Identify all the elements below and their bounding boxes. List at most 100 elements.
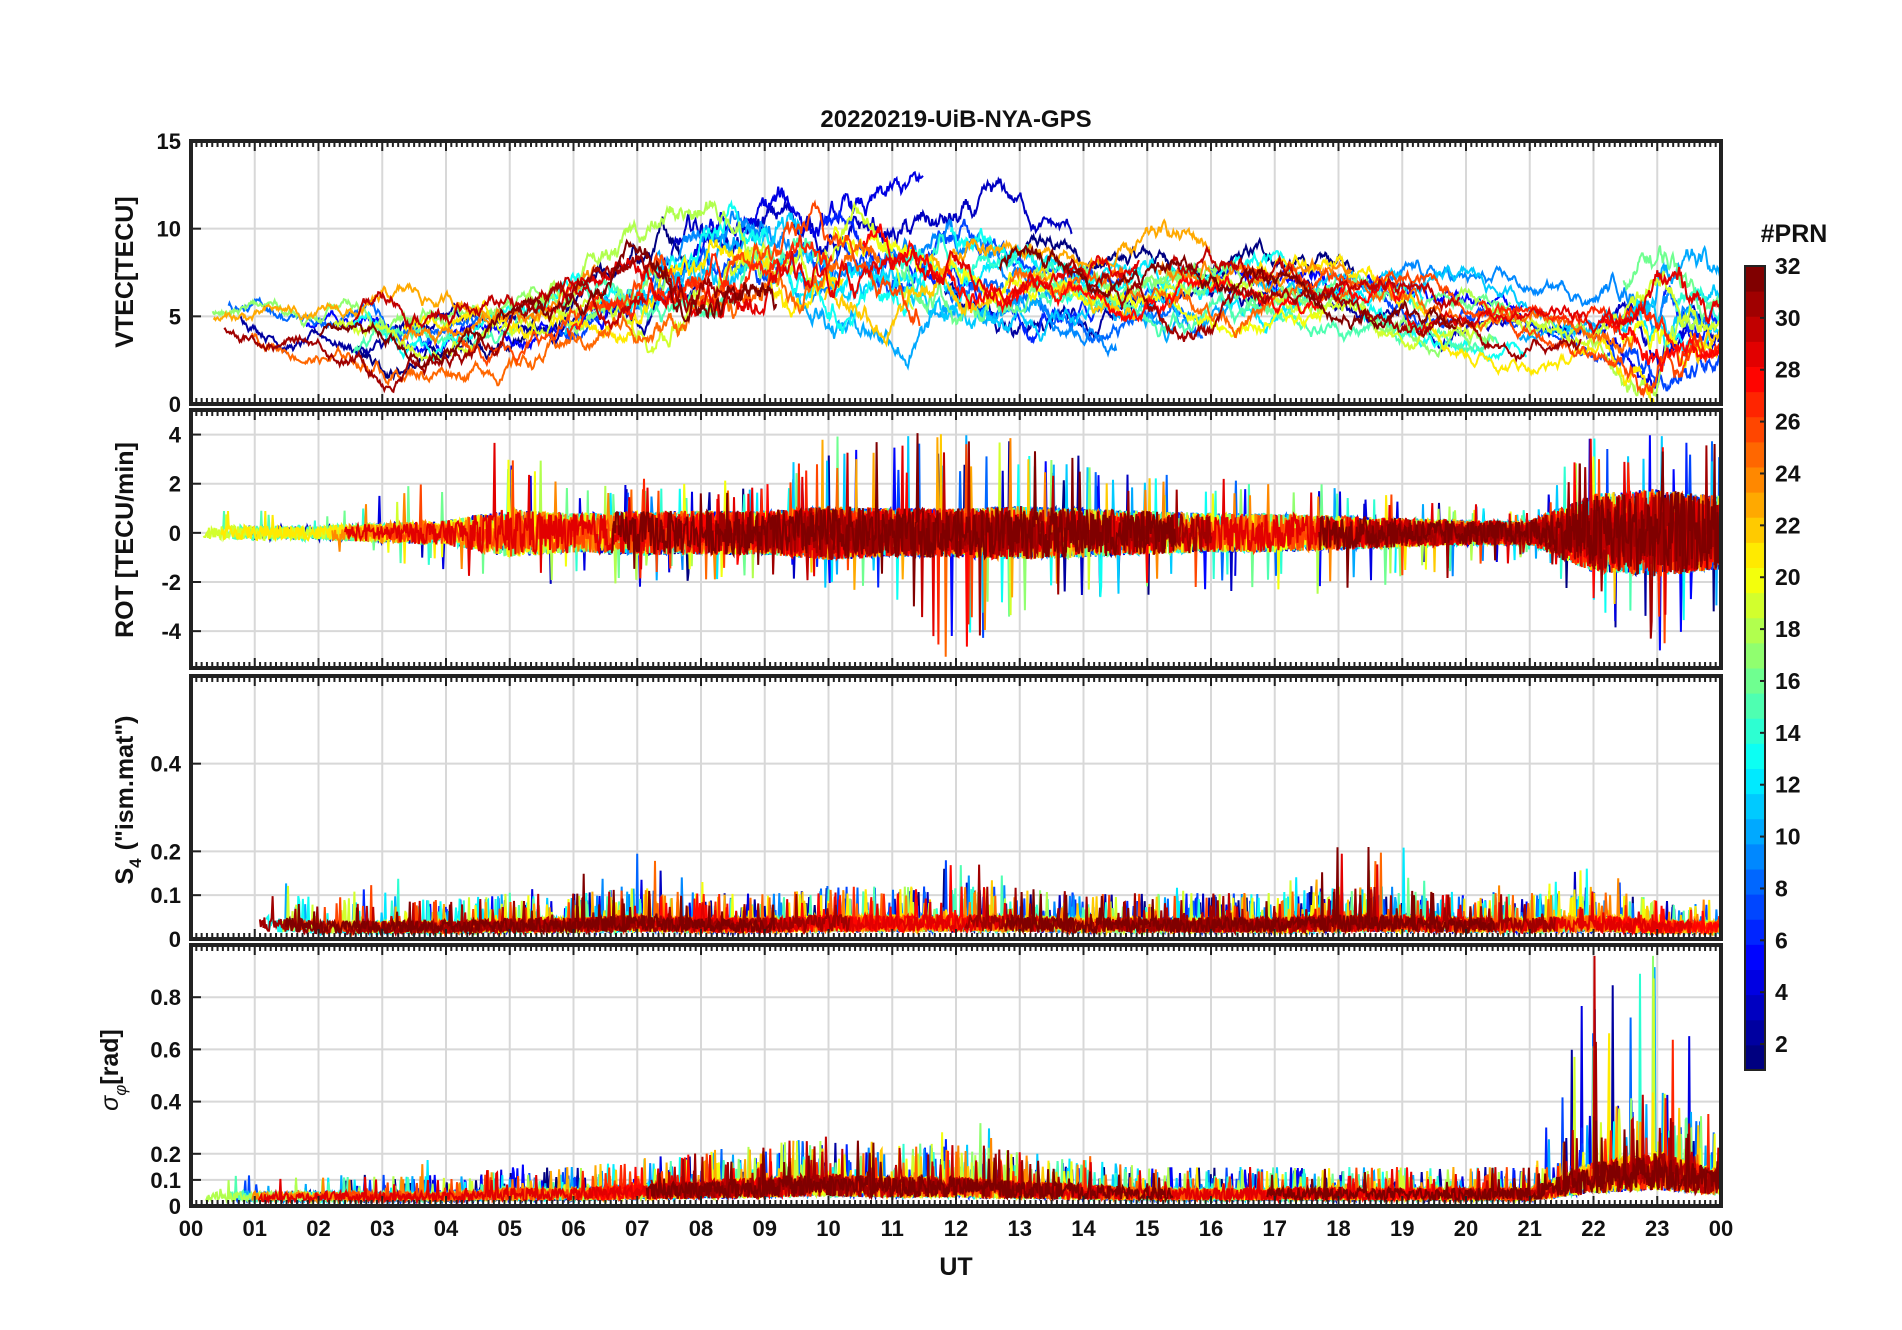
- colorbar-swatch: [1745, 316, 1765, 342]
- prn-32-series-line: [319, 238, 778, 369]
- rot-ylabel: ROT [TECU/min]: [111, 442, 139, 638]
- colorbar-swatch: [1745, 919, 1765, 945]
- vtec-x-ticks: [190, 141, 1722, 404]
- colorbar-tick-label: 20: [1775, 564, 1801, 590]
- x-tick-label: 01: [243, 1216, 267, 1241]
- colorbar-swatch: [1745, 668, 1765, 694]
- colorbar-tick-label: 14: [1775, 720, 1801, 746]
- colorbar-frame: [1744, 265, 1766, 1071]
- colorbar-swatch: [1745, 441, 1765, 468]
- prn-4-series-line: [682, 170, 924, 275]
- s4-axis-label: S4 ("ism.mat"): [111, 716, 145, 885]
- prn-28-series-line: [1601, 316, 1721, 372]
- prn-29-series-line: [546, 246, 1140, 319]
- y-tick-label: 0.1: [150, 883, 181, 908]
- colorbar-swatch: [1745, 642, 1765, 669]
- rot-x-ticks: [190, 410, 1722, 668]
- colorbar-swatch: [1745, 492, 1765, 518]
- x-tick-label: 07: [625, 1216, 649, 1241]
- y-tick-label: 0: [169, 927, 181, 952]
- y-tick-label: 0.4: [150, 752, 181, 777]
- s4-y-tick-labels: 0 0.1 0.2 0.4: [150, 752, 201, 952]
- sigma-phi-ylabel: σφ[rad]: [96, 1029, 130, 1111]
- prn-27-series-line: [1478, 299, 1721, 367]
- prn-32-series-line: [610, 433, 1177, 607]
- s4-ylabel: S4 ("ism.mat"): [111, 716, 145, 885]
- x-tick-label: 05: [498, 1216, 522, 1241]
- x-tick-label: 23: [1645, 1216, 1669, 1241]
- prn-32-series-line: [645, 1140, 1174, 1204]
- colorbar-swatch: [1745, 869, 1765, 895]
- y-tick-label: 0.1: [150, 1168, 181, 1193]
- y-tick-label: 0.4: [150, 1090, 181, 1115]
- figure-title: 20220219-UiB-NYA-GPS: [820, 106, 1091, 133]
- prn-28-series-line: [1593, 900, 1721, 937]
- x-tick-label: 14: [1071, 1216, 1096, 1241]
- sigma-phi-ylabel-rest: [rad]: [96, 1029, 124, 1085]
- x-tick-label: 18: [1326, 1216, 1350, 1241]
- s4-x-ticks: [190, 676, 1722, 939]
- prn-32-series-line: [1266, 1120, 1721, 1205]
- sigma-phi-x-ticks: [190, 945, 1722, 1206]
- x-tick-label: 21: [1518, 1216, 1542, 1241]
- colorbar-tick-label: 18: [1775, 616, 1801, 642]
- x-tick-label: 04: [434, 1216, 459, 1241]
- colorbar-swatch: [1745, 793, 1765, 820]
- colorbar-tick-label: 28: [1775, 357, 1801, 383]
- x-axis-label: UT: [939, 1253, 972, 1281]
- rot-y-tick-labels: -4 -2 0 2 4: [161, 423, 201, 644]
- y-tick-label: 0.8: [150, 985, 181, 1010]
- colorbar-swatch: [1745, 1019, 1765, 1046]
- colorbar-swatch: [1745, 592, 1765, 619]
- sigma-phi-series-group: [204, 955, 1721, 1206]
- prn-14-series-line: [884, 233, 1092, 283]
- y-tick-label: 0.2: [150, 1142, 181, 1167]
- colorbar-title: #PRN: [1761, 220, 1828, 248]
- prn-13-series-line: [349, 199, 928, 362]
- prn-28-series-line: [862, 223, 1406, 323]
- prn-17-series-line: [211, 262, 672, 336]
- colorbar-swatch: [1745, 818, 1765, 845]
- rot-panel: -4 -2 0 2 4: [161, 408, 1723, 670]
- y-tick-label: 0.2: [150, 839, 181, 864]
- colorbar-swatch: [1745, 969, 1765, 996]
- colorbar-tick-label: 24: [1775, 460, 1801, 486]
- vtec-panel: 0 5 10 15: [157, 129, 1723, 417]
- y-tick-label: 2: [169, 472, 181, 497]
- vtec-axis-label: VTEC[TECU]: [111, 196, 139, 347]
- colorbar-swatch: [1745, 467, 1765, 493]
- x-tick-label: 15: [1135, 1216, 1159, 1241]
- prn-24-series-line: [1157, 256, 1352, 294]
- s4-series-group: [258, 846, 1721, 938]
- s4-panel: 0 0.1 0.2 0.4: [150, 674, 1723, 952]
- x-tick-label: 13: [1008, 1216, 1032, 1241]
- prn-32-series-line: [1004, 846, 1496, 937]
- vtec-ylabel: VTEC[TECU]: [111, 196, 139, 347]
- x-tick-label: 16: [1199, 1216, 1223, 1241]
- sigma-phi-y-tick-labels: 00.10.2 0.4 0.6 0.8: [150, 985, 201, 1219]
- colorbar-tick-label: 30: [1775, 305, 1801, 331]
- vtec-y-tick-labels: 0 5 10 15: [157, 129, 201, 417]
- s4-ylabel-rest: ("ism.mat"): [111, 716, 139, 851]
- colorbar-swatch: [1745, 341, 1765, 367]
- colorbar-swatch: [1745, 1044, 1765, 1071]
- y-tick-label: -4: [161, 619, 181, 644]
- colorbar-swatch: [1745, 542, 1765, 568]
- colorbar-tick-label: 8: [1775, 875, 1788, 901]
- y-tick-label: 0.6: [150, 1037, 181, 1062]
- y-tick-label: 5: [169, 304, 181, 329]
- sigma-phi-panel: 00.10.2 0.4 0.6 0.8: [150, 943, 1723, 1219]
- colorbar-swatch: [1745, 768, 1765, 795]
- prn-11-series-line: [564, 212, 1180, 342]
- y-tick-label: 0: [169, 521, 181, 546]
- s4-ylabel-sub: 4: [126, 858, 145, 868]
- y-tick-label: 15: [157, 129, 181, 154]
- prn-1-series-line: [357, 216, 688, 381]
- x-tick-label: 12: [944, 1216, 968, 1241]
- vtec-series-group: [211, 170, 1721, 404]
- colorbar-swatch: [1745, 391, 1765, 418]
- prn-30-series-line: [354, 276, 647, 331]
- colorbar-swatch: [1745, 366, 1765, 393]
